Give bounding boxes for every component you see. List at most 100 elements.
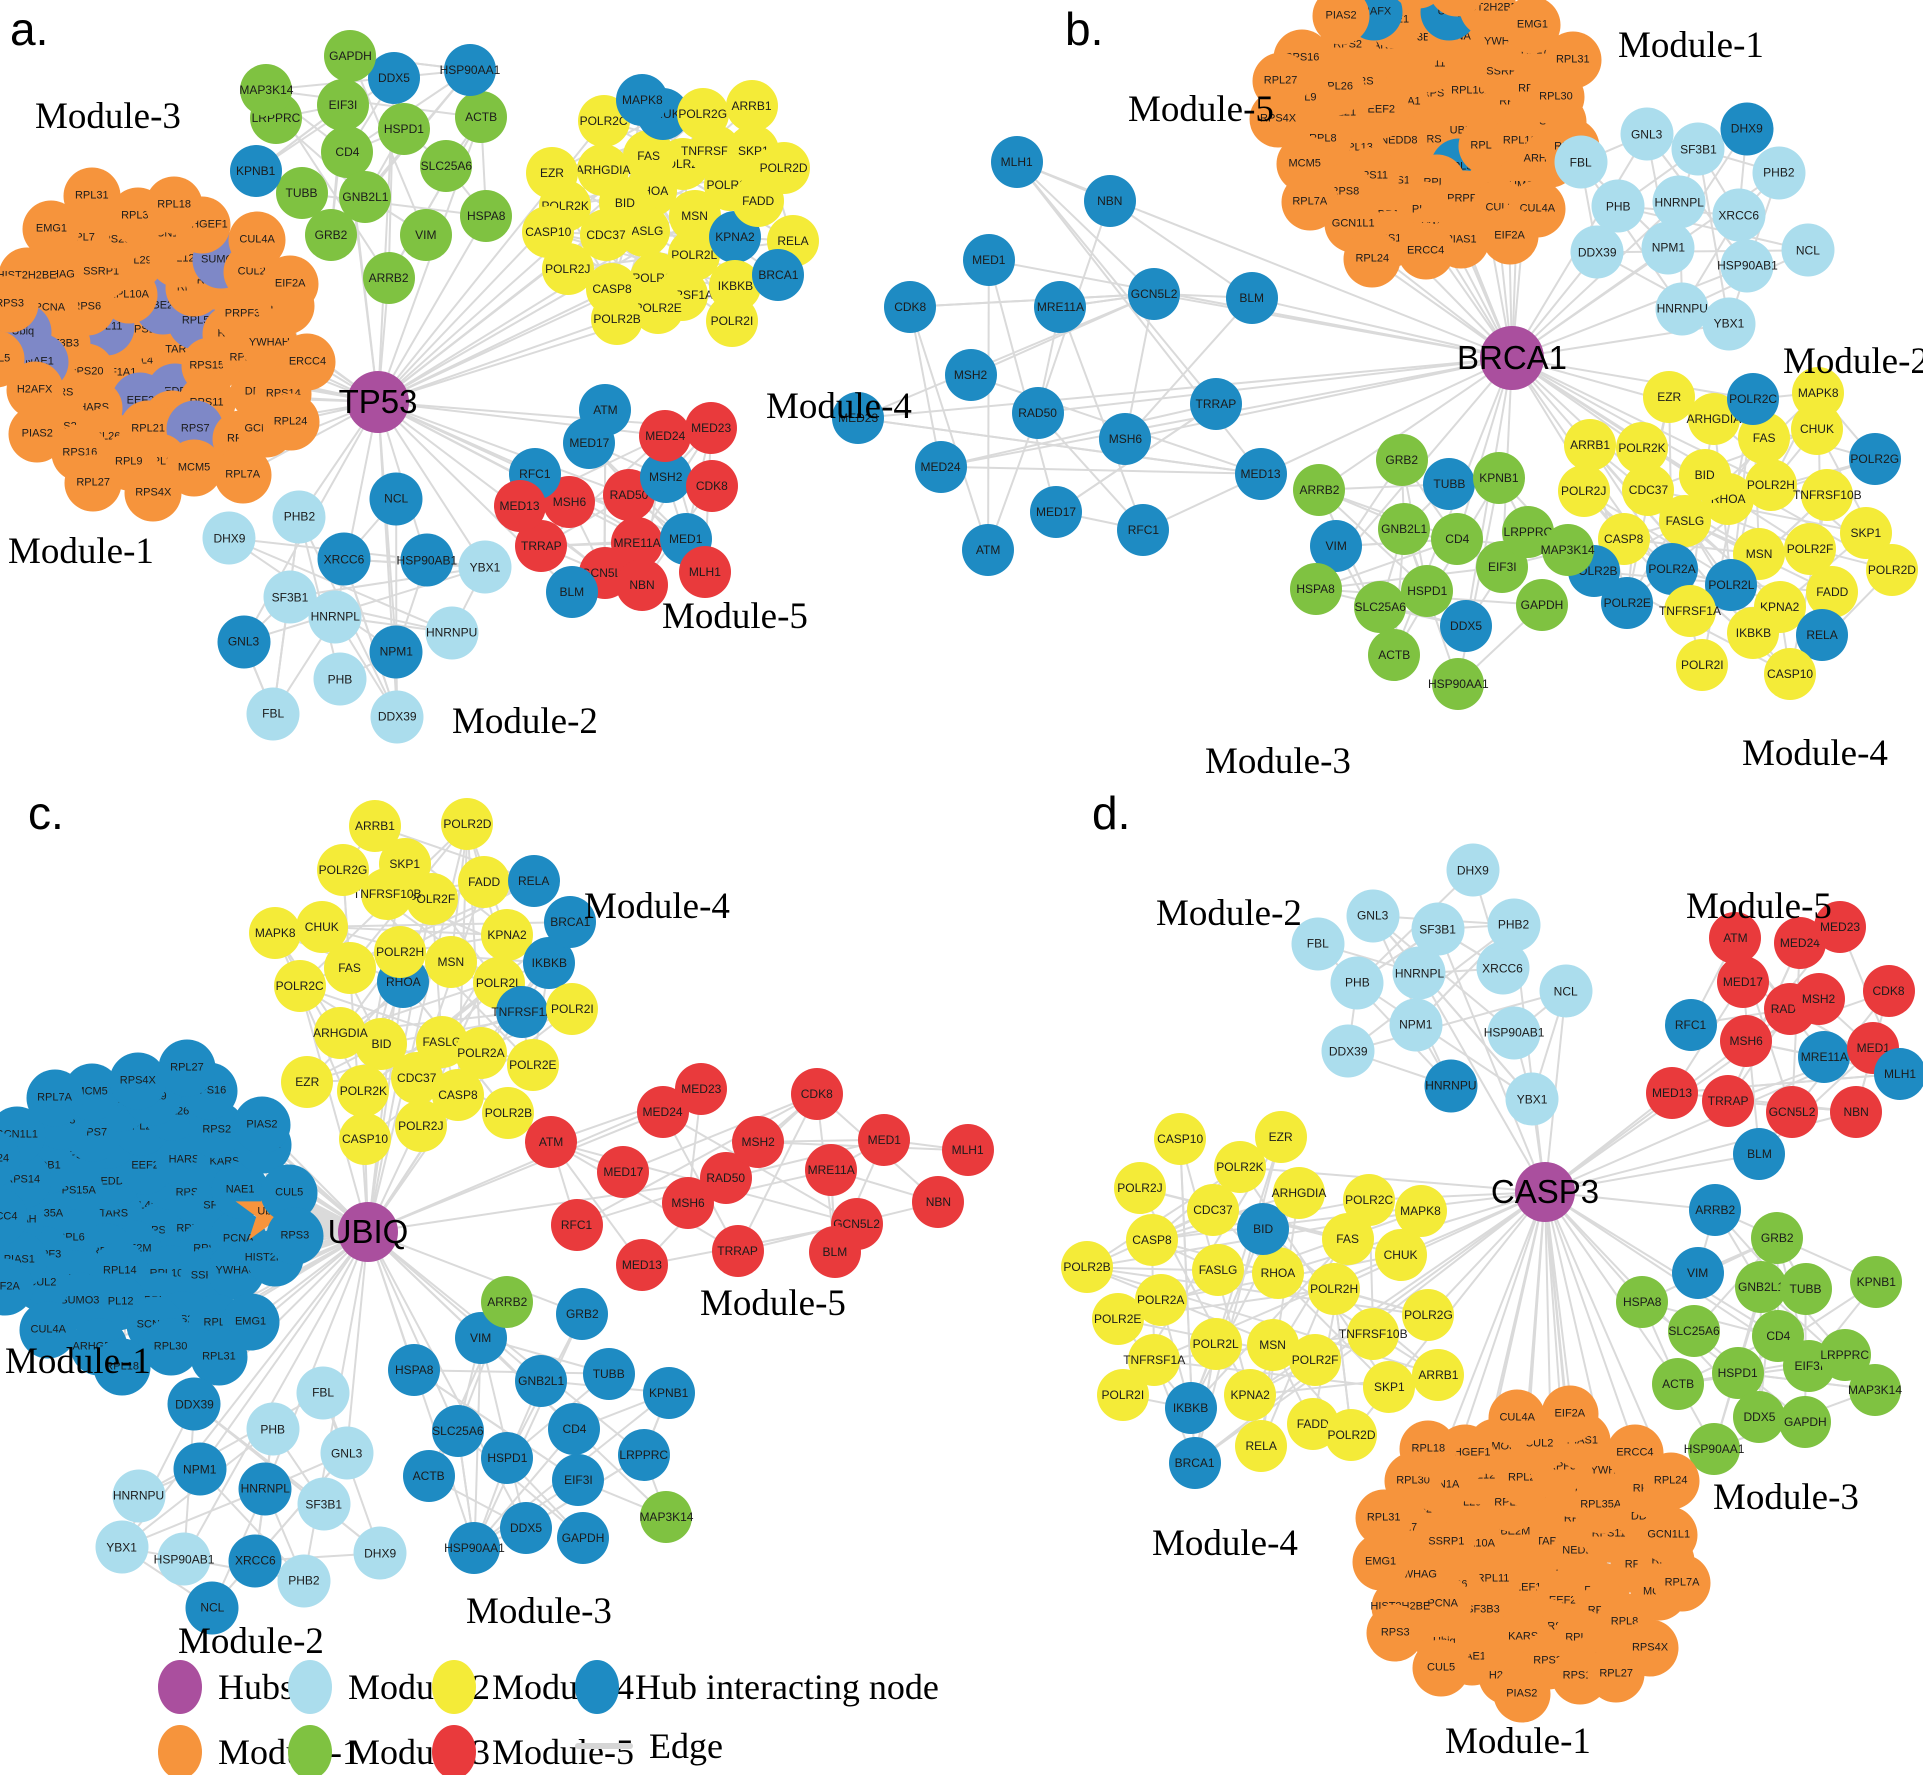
c-node-HNRNPU[interactable]: HNRNPU	[112, 1469, 166, 1523]
b-node-DDX39[interactable]: DDX39	[1570, 225, 1624, 279]
a-node-RPL27[interactable]: RPL27	[64, 454, 122, 512]
b-node-EIF3I[interactable]: EIF3I	[1476, 540, 1529, 593]
c-node-RPL27[interactable]: RPL27	[158, 1039, 216, 1097]
d-node-DHX9[interactable]: DHX9	[1446, 843, 1500, 897]
a-node-SF3B1[interactable]: SF3B1	[263, 570, 317, 624]
c-node-GCN5L2[interactable]: GCN5L2	[830, 1197, 883, 1250]
b-node-MED23[interactable]: MED23	[832, 392, 885, 445]
b-node-RFC1[interactable]: RFC1	[1117, 503, 1170, 556]
a-node-MED24[interactable]: MED24	[639, 409, 692, 462]
a-node-POLR2G[interactable]: POLR2G	[676, 87, 729, 140]
c-node-EIF3I[interactable]: EIF3I	[552, 1454, 605, 1507]
c-node-NPM1[interactable]: NPM1	[173, 1442, 227, 1496]
hub-node-CASP3[interactable]	[1515, 1162, 1575, 1222]
b-node-MLH1[interactable]: MLH1	[990, 135, 1043, 188]
a-node-MAP3K14[interactable]: MAP3K14	[239, 63, 293, 116]
a-node-EIF2A[interactable]: EIF2A	[261, 255, 319, 313]
b-node-PIAS2[interactable]: PIAS2	[1312, 0, 1370, 45]
c-node-MAPK8[interactable]: MAPK8	[249, 906, 302, 959]
c-node-GNL3[interactable]: GNL3	[320, 1426, 374, 1480]
d-node-YBX1[interactable]: YBX1	[1505, 1072, 1559, 1126]
b-node-ERCC4[interactable]: ERCC4	[1397, 222, 1455, 280]
d-node-RFC1[interactable]: RFC1	[1664, 998, 1717, 1051]
d-node-RPL31[interactable]: RPL31	[1355, 1489, 1413, 1547]
c-node-MAP3K14[interactable]: MAP3K14	[639, 1490, 693, 1543]
b-node-MAP3K14[interactable]: MAP3K14	[1541, 524, 1595, 577]
c-node-RPL7A[interactable]: RPL7A	[26, 1069, 84, 1127]
c-node-POLR2D[interactable]: POLR2D	[441, 797, 494, 850]
b-node-POLR2C[interactable]: POLR2C	[1727, 373, 1780, 426]
d-node-RPL24[interactable]: RPL24	[1642, 1452, 1700, 1510]
d-node-RPL18[interactable]: RPL18	[1399, 1420, 1457, 1478]
b-node-TNFRSF1A[interactable]: TNFRSF1A	[1659, 584, 1721, 637]
d-node-ARHGDIA[interactable]: ARHGDIA	[1272, 1166, 1326, 1219]
b-node-POLR2F[interactable]: POLR2F	[1784, 522, 1837, 575]
c-node-TNFRSF10B[interactable]: TNFRSF10B	[353, 868, 422, 921]
c-node-DDX39[interactable]: DDX39	[167, 1377, 221, 1431]
d-node-FBL[interactable]: FBL	[1291, 917, 1345, 971]
b-node-CDK8[interactable]: CDK8	[884, 280, 937, 333]
a-node-NCL[interactable]: NCL	[369, 472, 423, 526]
b-node-MRE11A[interactable]: MRE11A	[1034, 281, 1087, 334]
d-node-XRCC6[interactable]: XRCC6	[1476, 941, 1530, 995]
c-node-DHX9[interactable]: DHX9	[353, 1526, 407, 1580]
hub-node-BRCA1[interactable]	[1480, 326, 1544, 390]
c-node-EMG1[interactable]: EMG1	[222, 1293, 280, 1351]
d-node-PIAS2[interactable]: PIAS2	[1493, 1665, 1551, 1723]
a-node-HNRNPL[interactable]: HNRNPL	[308, 590, 362, 644]
c-node-YBX1[interactable]: YBX1	[95, 1520, 149, 1574]
c-node-FAS[interactable]: FAS	[323, 942, 376, 995]
c-node-RFC1[interactable]: RFC1	[550, 1198, 603, 1251]
a-node-DHX9[interactable]: DHX9	[202, 511, 256, 565]
a-node-GNL3[interactable]: GNL3	[217, 615, 270, 669]
c-node-HSP90AA1[interactable]: HSP90AA1	[444, 1521, 505, 1574]
b-node-BID[interactable]: BID	[1678, 449, 1731, 502]
d-node-MSH6[interactable]: MSH6	[1720, 1015, 1773, 1068]
c-node-RPL18[interactable]: RPL18	[93, 1338, 151, 1396]
b-node-SF3B1[interactable]: SF3B1	[1671, 122, 1725, 176]
d-node-MED23[interactable]: MED23	[1814, 900, 1867, 953]
c-node-TRRAP[interactable]: TRRAP	[711, 1225, 764, 1278]
a-node-TRRAP[interactable]: TRRAP	[515, 520, 568, 573]
d-node-IKBKB[interactable]: IKBKB	[1164, 1382, 1217, 1435]
d-node-BRCA1[interactable]: BRCA1	[1168, 1436, 1221, 1489]
a-node-KPNB1[interactable]: KPNB1	[229, 144, 282, 197]
c-node-HSPA8[interactable]: HSPA8	[388, 1344, 441, 1397]
d-node-GRB2[interactable]: GRB2	[1751, 1212, 1804, 1265]
b-node-PHB2[interactable]: PHB2	[1752, 146, 1806, 200]
a-node-CASP10[interactable]: CASP10	[522, 206, 575, 259]
d-node-PHB[interactable]: PHB	[1330, 956, 1384, 1010]
d-node-KPNA2[interactable]: KPNA2	[1224, 1369, 1277, 1422]
a-node-CDK8[interactable]: CDK8	[685, 459, 738, 512]
a-node-ERCC4[interactable]: ERCC4	[278, 333, 336, 391]
b-node-DDX5[interactable]: DDX5	[1440, 599, 1493, 652]
c-node-ATM[interactable]: ATM	[525, 1115, 578, 1168]
a-node-POLR2I[interactable]: POLR2I	[705, 295, 758, 347]
c-node-GAPDH[interactable]: GAPDH	[557, 1512, 610, 1565]
a-node-CD4[interactable]: CD4	[321, 126, 374, 179]
b-node-EZR[interactable]: EZR	[1643, 370, 1696, 423]
c-node-POLR2J[interactable]: POLR2J	[394, 1100, 447, 1153]
d-node-MED1[interactable]: MED1	[1847, 1022, 1900, 1075]
d-node-HSPA8[interactable]: HSPA8	[1616, 1276, 1669, 1329]
a-node-VIM[interactable]: VIM	[399, 209, 452, 262]
b-node-POLR2J[interactable]: POLR2J	[1557, 464, 1610, 517]
hub-node-UBIQ[interactable]	[338, 1202, 398, 1262]
d-node-CUL5[interactable]: CUL5	[1412, 1639, 1470, 1697]
hub-node-TP53[interactable]	[347, 371, 409, 433]
d-node-NBN[interactable]: NBN	[1830, 1085, 1883, 1138]
b-node-HSPA8[interactable]: HSPA8	[1289, 563, 1342, 616]
b-node-RPL7A[interactable]: RPL7A	[1281, 173, 1339, 231]
b-node-HNRNPL[interactable]: HNRNPL	[1652, 175, 1706, 229]
c-node-RPL24[interactable]: RPL24	[0, 1130, 21, 1188]
d-node-HSP90AB1[interactable]: HSP90AB1	[1484, 1006, 1544, 1060]
d-node-BID[interactable]: BID	[1237, 1202, 1290, 1255]
c-node-MED17[interactable]: MED17	[597, 1146, 650, 1199]
d-node-MED24[interactable]: MED24	[1773, 917, 1826, 970]
a-node-MED23[interactable]: MED23	[685, 402, 738, 455]
a-node-PHB[interactable]: PHB	[313, 652, 367, 706]
d-node-SF3B1[interactable]: SF3B1	[1411, 902, 1465, 956]
a-node-DDX39[interactable]: DDX39	[370, 690, 424, 744]
a-node-MLH1[interactable]: MLH1	[678, 545, 731, 598]
a-node-SLC25A6[interactable]: SLC25A6	[420, 139, 473, 192]
